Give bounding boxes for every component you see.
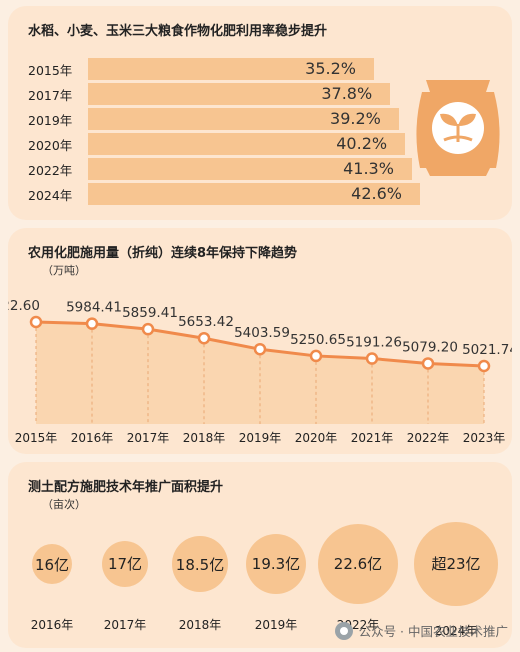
bar: 37.8% [88,83,391,105]
bar: 39.2% [88,108,399,130]
data-point [197,331,211,345]
bar-year-label: 2020年 [28,138,73,153]
soil-testing-title: 测土配方施肥技术年推广面积提升 [28,480,224,495]
x-tick-label: 2022年 [407,431,450,445]
wechat-icon [334,621,353,640]
x-tick-label: 2019年 [239,431,282,445]
data-point [253,342,267,356]
bubble-label: 超23亿 [431,555,481,574]
bar-value-label: 39.2% [330,109,381,128]
bubble-label: 16亿 [34,555,70,574]
bar: 42.6% [88,183,420,205]
data-label: 5859.41 [122,305,178,321]
bubble: 22.6亿 [317,523,399,605]
bubble-year-label: 2024年 [434,624,478,638]
bubble: 超23亿 [414,522,498,606]
bar-value-label: 37.8% [321,84,373,103]
bar-value-label: 42.6% [351,184,402,203]
bar-row: 2017年 37.8% [28,83,448,105]
bar-year-label: 2015年 [28,63,73,78]
bubble: 19.3亿 [245,533,307,595]
data-label: 6022.60 [8,298,40,314]
x-tick-label: 2018年 [183,431,226,445]
watermark: 公众号 · 中国农业技术推广 [334,621,508,640]
fertilizer-usage-panel: 农用化肥施用量（折纯）连续8年保持下降趋势 （万吨） 6022.60 2015年 5… [8,228,512,454]
bar-value-label: 35.2% [305,59,356,78]
bubble-label: 22.6亿 [333,555,383,574]
soil-testing-unit: （亩次） [42,498,86,511]
bar: 40.2% [88,133,406,155]
bar-value-label: 40.2% [336,134,388,153]
bubble-label: 17亿 [107,555,143,574]
bubble-label: 18.5亿 [175,555,225,574]
fertilizer-usage-title: 农用化肥施用量（折纯）连续8年保持下降趋势 [28,246,298,261]
data-point [29,315,43,329]
fertilizer-usage-line-chart: 6022.60 2015年 5984.41 2016年 5859.41 2017年 5653… [8,298,512,445]
data-point [365,352,379,365]
bubble: 16亿 [32,544,72,584]
data-label: 5984.41 [66,300,122,316]
x-tick-label: 2020年 [295,431,338,445]
bubble: 18.5亿 [172,536,228,592]
data-label: 5079.20 [402,339,458,355]
bar-row: 2015年 35.2% [28,58,448,80]
x-tick-label: 2021年 [351,431,394,445]
watermark-text: 公众号 · 中国农业技术推广 [358,624,508,639]
data-point [141,322,155,336]
x-tick-label: 2023年 [463,431,506,445]
bar-year-label: 2019年 [28,113,73,128]
bar-year-label: 2017年 [28,88,73,103]
data-point [85,317,99,330]
bubble-year-label: 2019年 [254,618,298,632]
bar-year-label: 2024年 [28,188,73,203]
x-tick-label: 2016年 [71,431,114,445]
bar-year-label: 2022年 [28,163,73,178]
bar-row: 2022年 41.3% [28,158,448,180]
data-label: 5250.65 [290,332,346,348]
data-label: 5653.42 [178,314,234,330]
utilization-rate-title: 水稻、小麦、玉米三大粮食作物化肥利用率稳步提升 [28,24,328,39]
bar-row: 2019年 39.2% [28,108,448,130]
data-label: 5021.74 [462,342,512,358]
x-tick-label: 2015年 [15,431,58,445]
bar-row: 2024年 42.6% [28,183,448,205]
soil-testing-panel: 测土配方施肥技术年推广面积提升 （亩次） 16亿 2016年 17亿 2017年 18.… [8,462,512,648]
data-point [421,357,435,370]
bubble-year-label: 2017年 [103,618,147,632]
bubble-year-label: 2018年 [178,618,222,632]
bar-row: 2020年 40.2% [28,133,448,155]
fertilizer-bag-icon [412,70,504,182]
bar-value-label: 41.3% [343,159,394,178]
fertilizer-usage-unit: （万吨） [42,264,86,277]
bubble-year-label: 2016年 [30,618,74,632]
data-label: 5191.26 [346,335,402,351]
data-point [309,349,323,363]
utilization-rate-panel: 水稻、小麦、玉米三大粮食作物化肥利用率稳步提升 2015年 35.2% 2017年 3… [8,6,512,220]
data-label: 5403.59 [234,325,290,341]
bar: 41.3% [88,158,412,180]
data-point [477,359,491,373]
bubble-label: 19.3亿 [251,555,301,574]
bar: 35.2% [88,58,374,80]
x-tick-label: 2017年 [127,431,170,445]
bubble: 17亿 [101,540,149,588]
